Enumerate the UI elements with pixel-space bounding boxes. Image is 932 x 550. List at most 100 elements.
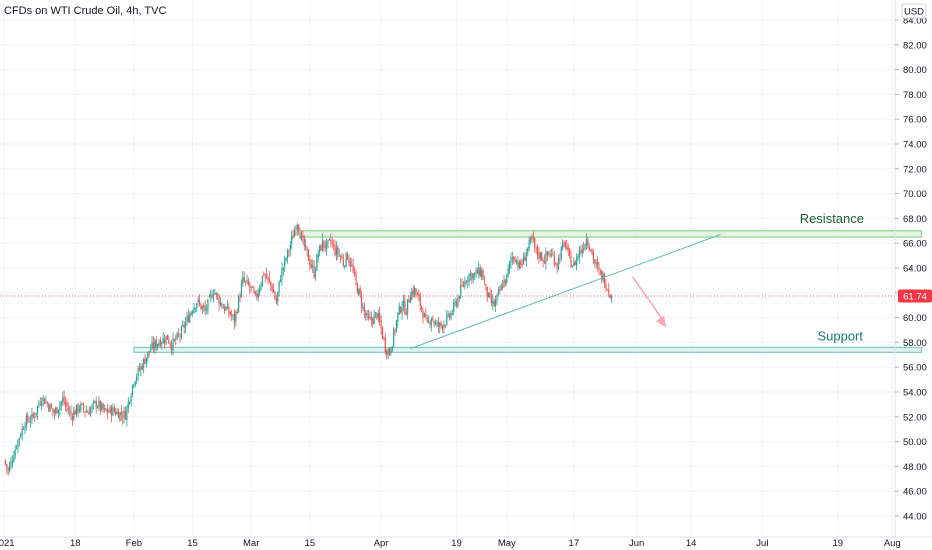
candle-down — [386, 349, 388, 360]
candle-body — [405, 312, 407, 315]
candle-body — [138, 368, 141, 371]
candle-up — [201, 305, 203, 315]
candle-body — [527, 247, 529, 254]
candle-up — [25, 412, 27, 431]
candle-body — [362, 305, 364, 309]
candle-up — [286, 248, 289, 264]
candle-body — [221, 303, 223, 308]
candle-body — [278, 280, 280, 292]
candle-body — [191, 311, 194, 314]
support-zone — [133, 346, 923, 353]
candle-up — [112, 403, 114, 416]
price-tick-label: 60.00 — [903, 313, 927, 324]
candle-body — [70, 411, 72, 416]
candle-body — [550, 254, 553, 256]
candle-body — [293, 230, 296, 237]
candle-body — [299, 232, 301, 239]
candle-body — [478, 267, 480, 276]
candle-down — [122, 410, 124, 425]
candle-body — [277, 292, 279, 302]
candle-body — [372, 319, 374, 324]
candle-down — [432, 315, 434, 322]
candle-up — [525, 248, 527, 267]
candle-down — [549, 249, 551, 258]
support-label: Support — [817, 328, 863, 343]
candle-body — [225, 307, 227, 310]
candle-down — [138, 363, 141, 372]
candle-body — [148, 351, 150, 353]
candle-up — [312, 259, 314, 273]
candle-down — [288, 249, 290, 257]
candle-up — [451, 309, 453, 316]
candle-down — [306, 246, 308, 257]
candle-body — [387, 349, 389, 356]
candle-up — [80, 401, 82, 413]
candle-body — [166, 334, 169, 340]
candle-body — [599, 271, 601, 273]
candle-body — [346, 253, 349, 260]
candle-up — [468, 272, 470, 287]
candle-body — [488, 292, 490, 298]
candle-down — [159, 336, 162, 348]
candle-down — [405, 308, 407, 316]
candle-down — [346, 251, 349, 261]
candle-down — [307, 248, 310, 262]
candle-down — [333, 239, 335, 251]
candle-down — [303, 235, 305, 251]
candle-body — [334, 245, 336, 255]
time-tick-label: Aug — [884, 538, 901, 549]
candle-down — [169, 342, 171, 349]
candle-down — [152, 336, 155, 354]
candle-body — [190, 312, 192, 315]
candle-up — [49, 403, 51, 412]
candle-down — [313, 259, 315, 280]
candle-up — [147, 351, 149, 362]
candle-up — [60, 400, 62, 412]
candle-body — [502, 285, 504, 288]
currency-button[interactable] — [901, 3, 927, 19]
candle-up — [78, 404, 81, 414]
candle-body — [353, 271, 356, 274]
candle-up — [344, 264, 346, 270]
candle-up — [42, 395, 44, 407]
candle-down — [552, 248, 554, 256]
candle-body — [328, 239, 331, 241]
time-axis[interactable]: 2021 18 Feb 15 Mar 15 Apr 19 May 17 Jun 14 Jul 19 Aug — [0, 538, 901, 549]
candle-body — [249, 285, 251, 288]
candle-down — [334, 240, 336, 257]
candle-up — [55, 406, 57, 416]
candle-body — [520, 261, 522, 265]
price-tick-label: 72.00 — [903, 164, 927, 175]
candle-down — [7, 466, 9, 476]
candle-down — [563, 240, 565, 248]
candle-up — [31, 407, 33, 425]
candle-down — [394, 327, 396, 336]
candle-body — [150, 349, 152, 352]
candle-down — [164, 334, 166, 349]
candle-body — [80, 404, 82, 411]
candle-up — [62, 391, 64, 407]
candle-up — [165, 336, 167, 346]
candle-body — [508, 261, 511, 270]
candle-body — [556, 263, 558, 268]
candle-up — [390, 347, 392, 356]
candle-body — [482, 270, 484, 281]
candle-body — [528, 239, 530, 249]
candle-down — [517, 255, 519, 271]
candle-body — [397, 312, 399, 322]
resistance-zone — [300, 230, 923, 238]
candle-body — [566, 245, 568, 249]
candle-body — [414, 287, 416, 296]
candle-body — [485, 283, 487, 286]
candle-up — [126, 405, 128, 427]
candle-down — [64, 396, 67, 412]
candle-down — [429, 320, 431, 328]
candle-body — [317, 254, 319, 257]
candle-body — [457, 297, 459, 307]
candle-up — [314, 266, 317, 282]
candle-body — [198, 300, 201, 304]
candle-down — [302, 230, 304, 245]
candle-up — [289, 240, 291, 257]
